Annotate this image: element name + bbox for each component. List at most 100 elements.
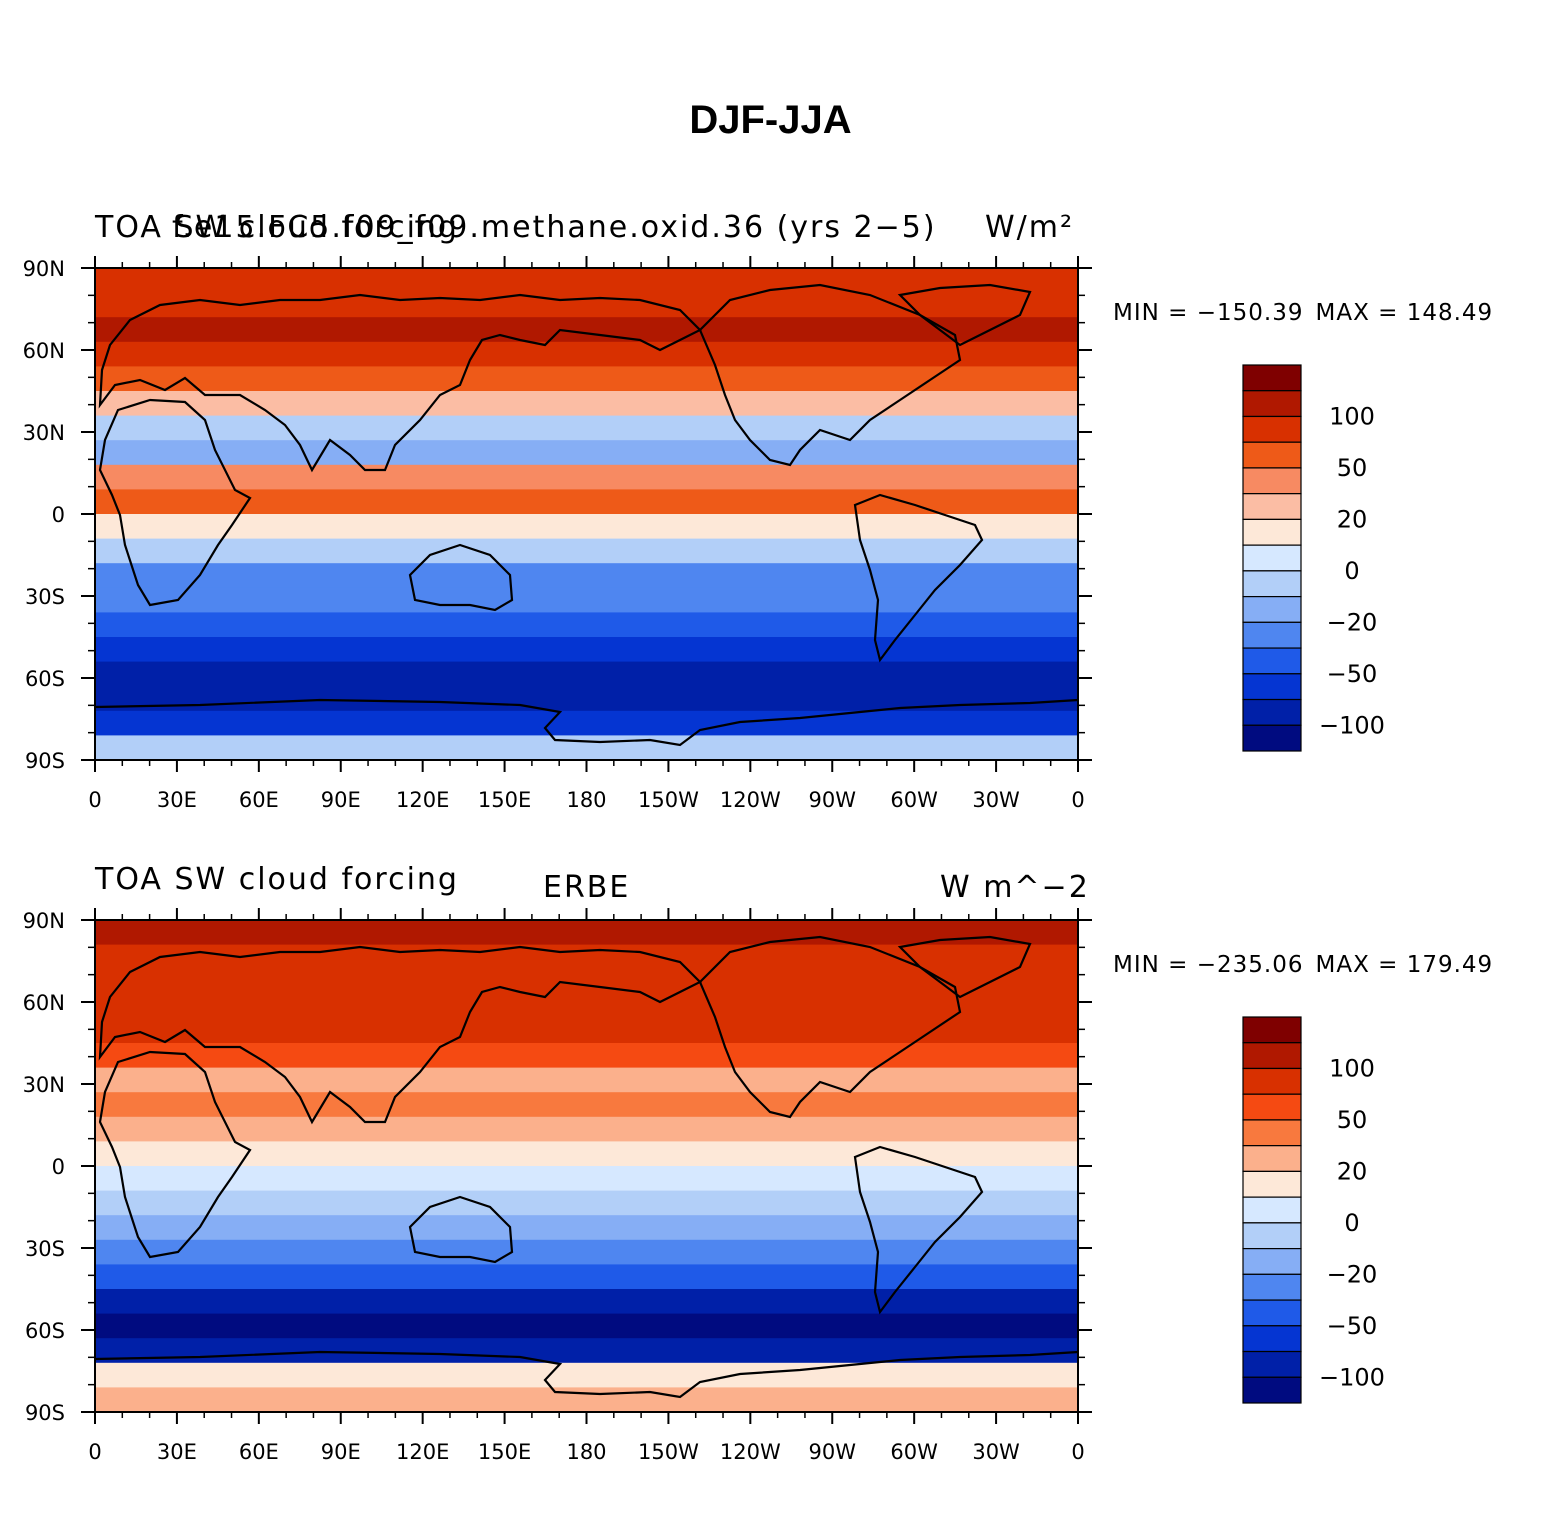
colorbar-swatch xyxy=(1242,1093,1302,1121)
coastline xyxy=(94,1350,1079,1399)
map-band xyxy=(95,1166,1078,1192)
map-band xyxy=(95,464,1078,490)
colorbar-swatch xyxy=(1242,1299,1302,1327)
map-band xyxy=(95,920,1078,946)
y-tick-label: 90S xyxy=(25,1401,65,1425)
colorbar-swatch xyxy=(1242,621,1302,649)
panel-title-units: W m^−2 xyxy=(940,870,1090,905)
coastline xyxy=(98,945,702,1125)
y-tick-label: 30S xyxy=(25,585,65,609)
map-band xyxy=(95,1043,1078,1069)
colorbar-swatch xyxy=(1242,596,1302,623)
map-band xyxy=(95,587,1078,613)
x-tick-label: 120W xyxy=(720,788,781,812)
panel-title-units: W/m² xyxy=(985,210,1075,245)
map-band xyxy=(95,735,1078,761)
y-tick-label: 30S xyxy=(25,1237,65,1261)
map-band xyxy=(95,317,1078,343)
panel-title-left: TOA SW cloud forcing xyxy=(95,862,459,897)
colorbar-swatch xyxy=(1242,364,1302,392)
map-band xyxy=(95,1067,1078,1093)
map-band xyxy=(95,710,1078,736)
min-value: MIN = −235.06 xyxy=(1113,952,1304,978)
colorbar-label: 100 xyxy=(1329,1054,1375,1082)
colorbar-swatch xyxy=(1242,1222,1302,1250)
min-value: MIN = −150.39 xyxy=(1113,300,1304,326)
colorbar-swatch xyxy=(1242,415,1302,443)
panel-title-case: f.e15.FC5.f09_f09.methane.oxid.36 (yrs 2… xyxy=(172,210,937,245)
coastline xyxy=(98,293,702,473)
min-max-label: MIN = −150.39 MAX = 148.49 xyxy=(1113,300,1505,326)
x-tick-label: 120E xyxy=(396,788,449,812)
colorbar-label: −20 xyxy=(1327,608,1378,636)
colorbar-label: −20 xyxy=(1327,1260,1378,1288)
colorbar-swatch xyxy=(1242,673,1302,701)
x-tick-label: 0 xyxy=(1071,1440,1084,1464)
coastline xyxy=(698,935,962,1119)
colorbar-swatch xyxy=(1242,1350,1302,1378)
x-tick-label: 60W xyxy=(890,788,938,812)
x-tick-label: 30E xyxy=(157,788,197,812)
map-band xyxy=(95,1313,1078,1339)
map-band xyxy=(95,538,1078,564)
x-tick-label: 60E xyxy=(239,1440,279,1464)
colorbar-swatch xyxy=(1242,467,1302,495)
map-band xyxy=(95,969,1078,995)
colorbar-swatch xyxy=(1242,518,1302,546)
map-band xyxy=(95,391,1078,417)
panel-model: TOA SW cloud forcing f.e15.FC5.f09_f09.m… xyxy=(0,190,1541,830)
colorbar-swatch xyxy=(1242,493,1302,520)
map-band xyxy=(95,1264,1078,1290)
x-tick-label: 180 xyxy=(566,1440,606,1464)
map-band xyxy=(95,563,1078,589)
colorbar-swatch xyxy=(1242,1042,1302,1070)
x-tick-label: 30E xyxy=(157,1440,197,1464)
coastlines xyxy=(94,935,1079,1399)
map-band xyxy=(95,1190,1078,1216)
x-tick-label: 90W xyxy=(809,788,857,812)
x-tick-label: 90E xyxy=(321,1440,361,1464)
map-band xyxy=(95,268,1078,294)
colorbar-label: 0 xyxy=(1344,557,1359,585)
colorbar-swatch xyxy=(1242,698,1302,726)
y-tick-label: 60N xyxy=(23,991,65,1015)
map-band xyxy=(95,1387,1078,1413)
map-band xyxy=(95,1362,1078,1388)
map-band xyxy=(95,1141,1078,1167)
colorbar-swatch xyxy=(1242,1170,1302,1198)
y-tick-label: 0 xyxy=(52,1155,65,1179)
panel-title-left: TOA SW cloud forcing xyxy=(95,210,459,245)
x-tick-label: 150W xyxy=(638,1440,699,1464)
figure-title: DJF-JJA xyxy=(689,98,852,142)
colorbar-label: −100 xyxy=(1319,1363,1385,1391)
x-tick-label: 0 xyxy=(88,1440,101,1464)
colorbar-label: 50 xyxy=(1337,454,1368,482)
coastline xyxy=(98,398,252,607)
map-chart: 0 30E 60E 90E 120E 150E 180 150W 120W 90W 60W 30W 09… xyxy=(23,908,1385,1464)
max-value: MAX = 179.49 xyxy=(1315,952,1494,978)
x-tick-label: 0 xyxy=(1071,788,1084,812)
map-field xyxy=(95,268,1078,761)
colorbar-label: −100 xyxy=(1319,711,1385,739)
colorbar-swatch xyxy=(1242,1016,1302,1044)
colorbar-swatch xyxy=(1242,1119,1302,1147)
coastlines xyxy=(94,283,1079,747)
map-field xyxy=(95,920,1078,1413)
x-tick-label: 180 xyxy=(566,788,606,812)
colorbar-label: 20 xyxy=(1337,1157,1368,1185)
colorbar-swatch xyxy=(1242,544,1302,572)
panel-title-center: ERBE xyxy=(543,870,631,905)
coastline xyxy=(853,493,984,663)
x-tick-label: 90W xyxy=(809,1440,857,1464)
colorbar-label: −50 xyxy=(1327,1312,1378,1340)
colorbar-label: 0 xyxy=(1344,1209,1359,1237)
colorbar-swatch xyxy=(1242,441,1302,469)
map-band xyxy=(95,637,1078,663)
x-tick-label: 90E xyxy=(321,788,361,812)
map-band xyxy=(95,366,1078,392)
y-tick-label: 60N xyxy=(23,339,65,363)
map-band xyxy=(95,661,1078,687)
x-tick-label: 30W xyxy=(972,788,1020,812)
y-tick-label: 30N xyxy=(23,421,65,445)
y-tick-label: 0 xyxy=(52,503,65,527)
